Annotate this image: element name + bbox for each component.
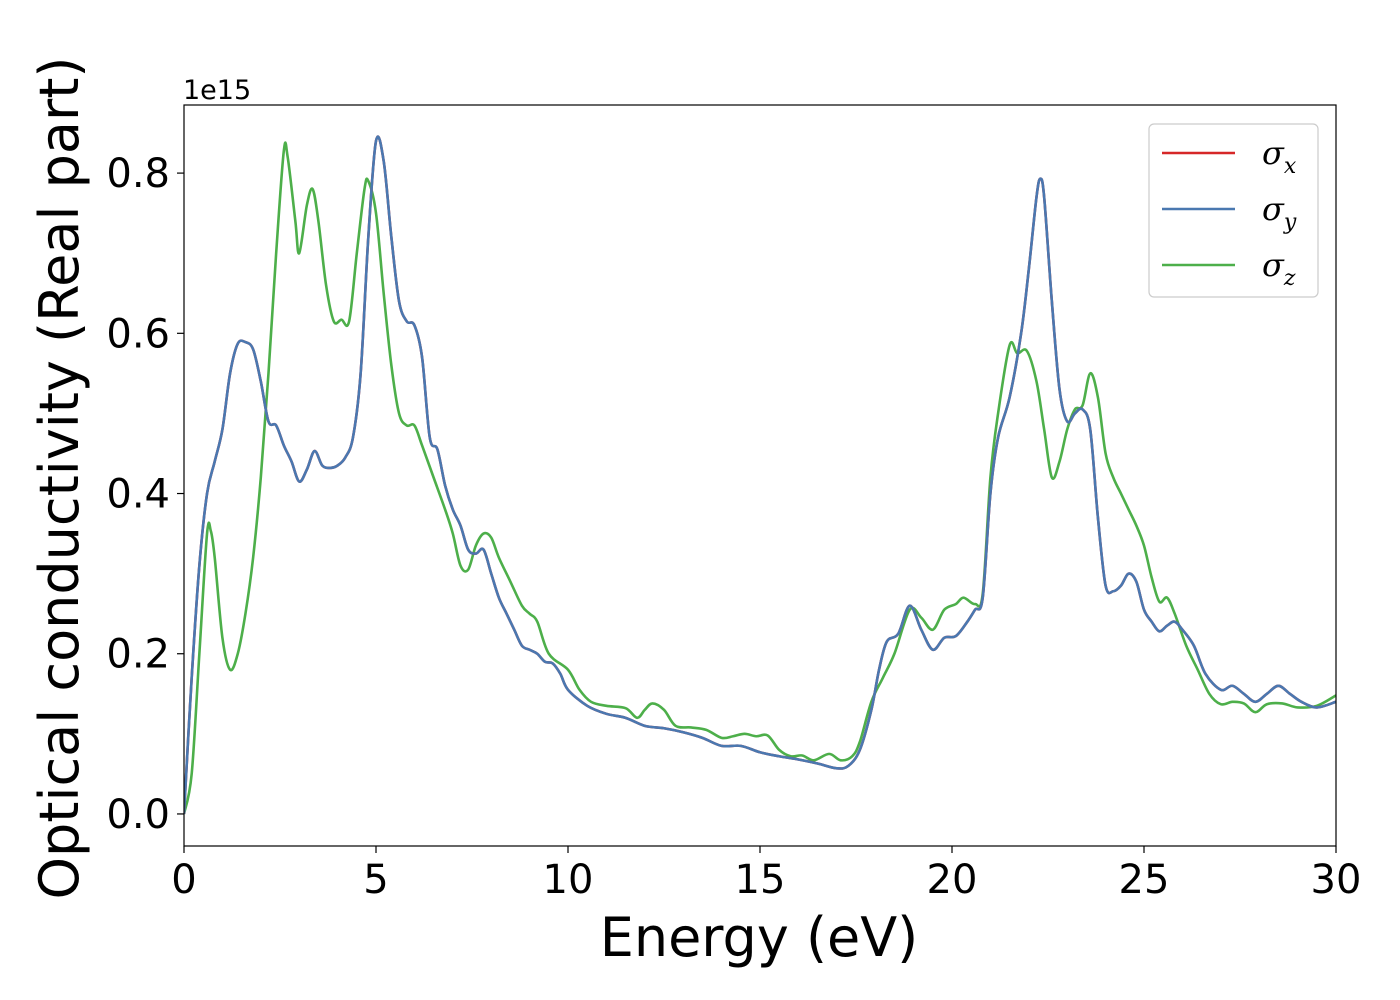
y-tick-label: 0.0	[106, 792, 170, 838]
y-tick-label: 0.6	[106, 311, 170, 357]
x-tick-label: 10	[543, 857, 594, 903]
x-tick-label: 15	[735, 857, 786, 903]
y-tick-label: 0.2	[106, 632, 170, 678]
y-axis-title: Optical conductivity (Real part)	[28, 57, 91, 900]
y-offset-text: 1e15	[183, 75, 251, 106]
x-tick-label: 30	[1311, 857, 1362, 903]
y-axis: 0.0 0.2 0.4 0.6 0.8	[106, 151, 184, 838]
x-tick-label: 20	[927, 857, 978, 903]
x-tick-label: 25	[1119, 857, 1170, 903]
x-axis: 0 5 10 15 20 25 30	[171, 846, 1361, 903]
x-axis-title: Energy (eV)	[600, 906, 919, 969]
x-tick-label: 5	[363, 857, 388, 903]
y-tick-label: 0.4	[106, 472, 170, 518]
y-tick-label: 0.8	[106, 151, 170, 197]
x-tick-label: 0	[171, 857, 196, 903]
